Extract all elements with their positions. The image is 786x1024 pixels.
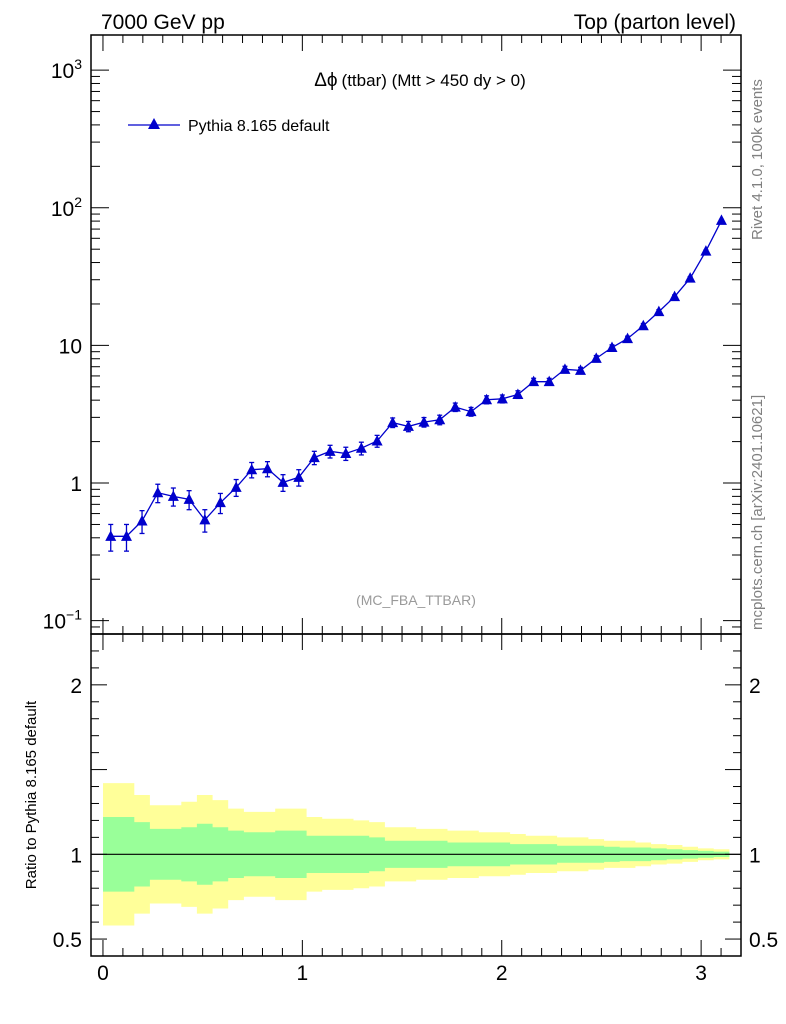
data-point	[653, 305, 665, 317]
header-energy-label: 7000 GeV pp	[101, 11, 225, 34]
data-point	[136, 514, 148, 526]
data-point	[105, 530, 117, 541]
x-tick-label: 1	[297, 962, 309, 985]
y-tick-label: 103	[51, 56, 82, 83]
data-point	[574, 364, 586, 375]
x-tick-label: 3	[695, 962, 707, 985]
data-point	[700, 245, 712, 256]
data-point	[496, 392, 508, 404]
y-tick-label: 102	[51, 194, 82, 221]
ratio-y-tick-label-left: 2	[70, 675, 82, 698]
rivet-version-label: Rivet 4.1.0, 100k events	[749, 79, 766, 240]
y-tick-label-exponent: 3	[74, 56, 82, 72]
main-panel-data	[105, 214, 727, 552]
data-point	[622, 332, 634, 344]
data-point	[152, 486, 164, 498]
data-point	[449, 401, 461, 412]
data-point	[230, 481, 242, 492]
data-point	[277, 476, 289, 487]
data-point	[559, 363, 571, 374]
ratio-panel-frame	[90, 633, 742, 957]
y-tick-label: 1	[70, 473, 82, 496]
plot-title: Δϕ (ttbar) (Mtt > 450 dy > 0)	[314, 70, 526, 91]
legend-marker	[148, 118, 160, 129]
y-tick-label-base: 10	[43, 611, 66, 634]
ratio-y-tick-label-right: 0.5	[749, 929, 778, 952]
analysis-watermark: (MC_FBA_TTBAR)	[356, 592, 476, 608]
data-point	[183, 493, 195, 504]
data-point	[543, 375, 555, 387]
ratio-y-tick-label-right: 1	[749, 844, 761, 867]
y-tick-label-base: 10	[51, 198, 74, 221]
data-point	[465, 405, 477, 417]
data-point	[355, 442, 367, 453]
data-point	[324, 445, 336, 456]
data-point	[715, 214, 727, 225]
ratio-y-tick-label-right: 2	[749, 675, 761, 698]
ratio-panel-tick-labels: 0.5 0.5 1 1 2 2 0 1 2 3	[53, 675, 778, 985]
data-point	[434, 413, 446, 425]
data-point	[606, 341, 618, 352]
data-point	[308, 451, 320, 463]
x-tick-label: 0	[97, 962, 109, 985]
data-point	[684, 272, 696, 283]
ratio-y-axis-label: Ratio to Pythia 8.165 default	[23, 700, 40, 889]
main-panel-ticks	[91, 35, 742, 635]
ratio-panel: 0.5 0.5 1 1 2 2 0 1 2 3 Ratio to Pythia 8.165 def…	[23, 633, 778, 985]
data-point	[293, 471, 305, 482]
data-point	[418, 416, 430, 427]
data-point	[167, 490, 179, 501]
data-point	[387, 416, 399, 428]
data-point	[512, 388, 524, 399]
data-point	[669, 290, 681, 302]
data-point	[371, 435, 383, 446]
data-point	[590, 352, 602, 363]
data-point	[261, 462, 273, 474]
ratio-y-tick-label-left: 0.5	[53, 929, 82, 952]
mcplots-source-label: mcplots.cern.ch [arXiv:2401.10621]	[749, 395, 766, 630]
legend: Pythia 8.165 default	[128, 118, 330, 135]
data-point	[199, 513, 211, 525]
legend-label: Pythia 8.165 default	[188, 118, 330, 135]
plot-title-symbol: Δϕ	[314, 70, 337, 91]
y-tick-label-base: 10	[51, 60, 74, 83]
data-point	[528, 375, 540, 387]
y-tick-label-exponent: −1	[66, 607, 82, 623]
x-tick-label: 2	[496, 962, 508, 985]
y-tick-label-base: 1	[70, 473, 82, 496]
data-point	[246, 463, 258, 475]
ratio-y-tick-label-left: 1	[70, 844, 82, 867]
data-point	[402, 420, 414, 431]
plot-title-text: (ttbar) (Mtt > 450 dy > 0)	[342, 71, 526, 90]
data-point	[637, 319, 649, 331]
data-point	[214, 496, 226, 508]
y-tick-label-exponent: 2	[74, 194, 82, 210]
ratio-panel-ticks	[91, 633, 742, 957]
y-tick-label: 10−1	[43, 607, 83, 634]
y-tick-label-base: 10	[59, 335, 82, 358]
data-point	[340, 447, 352, 458]
data-point	[481, 393, 493, 405]
header-process-label: Top (parton level)	[574, 11, 736, 34]
series-line	[110, 220, 723, 537]
data-point	[120, 530, 132, 541]
y-tick-label: 10	[59, 335, 82, 358]
